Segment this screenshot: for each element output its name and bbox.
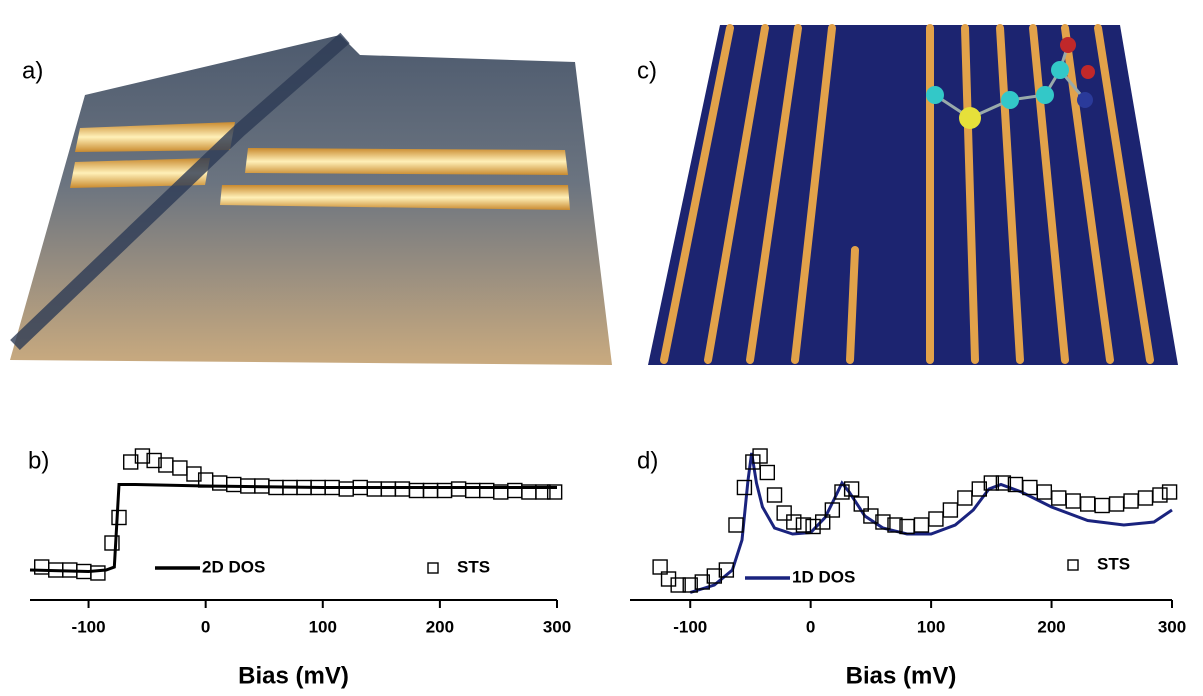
data-point bbox=[1139, 491, 1153, 505]
panel-label: c) bbox=[637, 57, 657, 84]
data-point bbox=[1110, 497, 1124, 511]
data-point bbox=[929, 512, 943, 526]
data-point bbox=[1095, 499, 1109, 513]
data-point bbox=[760, 466, 774, 480]
data-point bbox=[958, 491, 972, 505]
data-point bbox=[91, 566, 105, 580]
stm-image-c bbox=[648, 25, 1178, 365]
x-tick-label: -100 bbox=[72, 617, 106, 636]
legend-label: STS bbox=[457, 557, 490, 576]
x-axis-title: Bias (mV) bbox=[238, 662, 349, 689]
x-tick-label: 300 bbox=[543, 617, 571, 636]
legend-label: 1D DOS bbox=[792, 567, 855, 586]
data-point bbox=[1052, 491, 1066, 505]
x-tick-label: -100 bbox=[673, 617, 707, 636]
panel-label: d) bbox=[637, 447, 658, 474]
data-point bbox=[1124, 494, 1138, 508]
data-point bbox=[508, 484, 522, 498]
legend-marker bbox=[1068, 560, 1078, 570]
data-point bbox=[777, 506, 791, 520]
stm-image-a bbox=[10, 35, 612, 365]
data-point bbox=[213, 476, 227, 490]
data-point bbox=[943, 503, 957, 517]
panel-label: a) bbox=[22, 57, 43, 84]
legend-marker bbox=[428, 563, 438, 573]
data-point bbox=[466, 484, 480, 498]
x-axis-title: Bias (mV) bbox=[846, 662, 957, 689]
data-point bbox=[1081, 497, 1095, 511]
x-tick-label: 0 bbox=[806, 617, 815, 636]
x-tick-label: 200 bbox=[1037, 617, 1065, 636]
x-tick-label: 100 bbox=[917, 617, 945, 636]
data-point bbox=[729, 518, 743, 532]
data-point bbox=[1153, 488, 1167, 502]
data-point bbox=[1037, 485, 1051, 499]
data-point bbox=[1066, 494, 1080, 508]
data-point bbox=[227, 478, 241, 492]
data-point bbox=[768, 488, 782, 502]
data-point bbox=[480, 484, 494, 498]
legend-label: STS bbox=[1097, 554, 1130, 573]
x-tick-label: 200 bbox=[426, 617, 454, 636]
data-point bbox=[367, 482, 381, 496]
data-point bbox=[409, 484, 423, 498]
x-tick-label: 0 bbox=[201, 617, 210, 636]
panel-label: b) bbox=[28, 447, 49, 474]
legend-label: 2D DOS bbox=[202, 557, 265, 576]
figure: a) c) b) -100 0 100 200 300 Bias (mV) 2D DOS STS… bbox=[0, 0, 1203, 696]
data-point bbox=[914, 518, 928, 532]
data-point bbox=[737, 481, 751, 495]
page: {"panels": [{"label": "a)"}, {"label": "… bbox=[0, 0, 1203, 696]
data-point bbox=[173, 461, 187, 475]
data-point bbox=[438, 484, 452, 498]
data-point bbox=[339, 482, 353, 496]
data-point bbox=[381, 482, 395, 496]
x-tick-label: 100 bbox=[309, 617, 337, 636]
data-point bbox=[395, 482, 409, 496]
x-tick-label: 300 bbox=[1158, 617, 1186, 636]
data-point bbox=[112, 511, 126, 525]
data-point bbox=[787, 515, 801, 529]
data-point bbox=[424, 484, 438, 498]
data-point bbox=[1163, 485, 1177, 499]
